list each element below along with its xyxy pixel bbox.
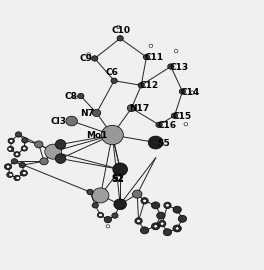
Ellipse shape bbox=[111, 78, 117, 83]
Text: N17: N17 bbox=[129, 104, 149, 113]
Ellipse shape bbox=[9, 173, 12, 176]
Text: C13: C13 bbox=[169, 63, 188, 72]
Ellipse shape bbox=[78, 93, 84, 99]
Ellipse shape bbox=[127, 105, 136, 112]
Ellipse shape bbox=[156, 122, 162, 127]
Ellipse shape bbox=[74, 96, 77, 99]
Ellipse shape bbox=[152, 223, 160, 230]
Ellipse shape bbox=[143, 55, 150, 60]
Text: Cl3: Cl3 bbox=[50, 117, 67, 126]
Ellipse shape bbox=[166, 204, 169, 207]
Ellipse shape bbox=[173, 225, 181, 232]
Ellipse shape bbox=[143, 199, 147, 202]
Text: Mo1: Mo1 bbox=[86, 131, 108, 140]
Ellipse shape bbox=[11, 159, 17, 164]
Ellipse shape bbox=[168, 64, 174, 69]
Ellipse shape bbox=[99, 213, 102, 217]
Ellipse shape bbox=[45, 144, 62, 159]
Text: C10: C10 bbox=[111, 26, 130, 35]
Ellipse shape bbox=[7, 146, 14, 152]
Ellipse shape bbox=[157, 212, 165, 219]
Ellipse shape bbox=[4, 164, 12, 170]
Ellipse shape bbox=[87, 53, 91, 56]
Ellipse shape bbox=[114, 199, 126, 210]
Ellipse shape bbox=[175, 227, 179, 230]
Ellipse shape bbox=[140, 227, 149, 234]
Text: C9: C9 bbox=[80, 55, 93, 63]
Ellipse shape bbox=[21, 146, 27, 151]
Ellipse shape bbox=[66, 116, 77, 126]
Ellipse shape bbox=[9, 139, 13, 143]
Ellipse shape bbox=[106, 225, 110, 228]
Ellipse shape bbox=[22, 138, 28, 143]
Text: S2: S2 bbox=[112, 175, 124, 184]
Ellipse shape bbox=[16, 176, 20, 180]
Ellipse shape bbox=[15, 153, 19, 156]
Ellipse shape bbox=[116, 25, 120, 29]
Ellipse shape bbox=[184, 123, 188, 126]
Ellipse shape bbox=[179, 89, 186, 94]
Text: C14: C14 bbox=[181, 87, 200, 96]
Ellipse shape bbox=[148, 136, 163, 149]
Ellipse shape bbox=[22, 147, 26, 150]
Ellipse shape bbox=[8, 147, 12, 151]
Ellipse shape bbox=[160, 222, 164, 225]
Ellipse shape bbox=[113, 163, 128, 176]
Ellipse shape bbox=[7, 172, 13, 177]
Ellipse shape bbox=[20, 170, 27, 176]
Ellipse shape bbox=[152, 202, 160, 209]
Ellipse shape bbox=[178, 215, 187, 222]
Ellipse shape bbox=[112, 213, 118, 218]
Ellipse shape bbox=[133, 190, 142, 198]
Ellipse shape bbox=[40, 158, 48, 165]
Ellipse shape bbox=[92, 109, 101, 116]
Ellipse shape bbox=[55, 154, 66, 163]
Ellipse shape bbox=[174, 50, 178, 53]
Ellipse shape bbox=[135, 218, 142, 224]
Text: C8: C8 bbox=[65, 92, 78, 101]
Text: C15: C15 bbox=[173, 112, 192, 121]
Ellipse shape bbox=[104, 216, 111, 223]
Ellipse shape bbox=[138, 83, 144, 88]
Text: S2: S2 bbox=[112, 174, 124, 183]
Ellipse shape bbox=[14, 152, 20, 157]
Ellipse shape bbox=[171, 113, 178, 118]
Ellipse shape bbox=[6, 165, 10, 168]
Ellipse shape bbox=[173, 206, 181, 213]
Ellipse shape bbox=[8, 138, 14, 144]
Ellipse shape bbox=[35, 141, 43, 148]
Ellipse shape bbox=[87, 189, 93, 195]
Ellipse shape bbox=[141, 198, 148, 204]
Ellipse shape bbox=[15, 132, 22, 137]
Text: N7: N7 bbox=[81, 109, 95, 118]
Text: C11: C11 bbox=[145, 53, 164, 62]
Ellipse shape bbox=[55, 140, 66, 149]
Ellipse shape bbox=[154, 225, 157, 228]
Ellipse shape bbox=[117, 36, 123, 41]
Ellipse shape bbox=[92, 203, 98, 208]
Ellipse shape bbox=[191, 91, 194, 94]
Ellipse shape bbox=[158, 220, 166, 227]
Ellipse shape bbox=[92, 188, 109, 203]
Ellipse shape bbox=[137, 219, 140, 222]
Text: C16: C16 bbox=[157, 121, 177, 130]
Text: S5: S5 bbox=[158, 139, 171, 148]
Ellipse shape bbox=[164, 202, 171, 209]
Ellipse shape bbox=[97, 212, 104, 218]
Ellipse shape bbox=[22, 171, 26, 175]
Ellipse shape bbox=[14, 175, 20, 181]
Ellipse shape bbox=[163, 229, 172, 236]
Ellipse shape bbox=[149, 44, 153, 48]
Ellipse shape bbox=[92, 56, 98, 61]
Ellipse shape bbox=[101, 125, 123, 145]
Ellipse shape bbox=[19, 162, 25, 168]
Text: C6: C6 bbox=[105, 68, 118, 77]
Text: C12: C12 bbox=[139, 81, 159, 90]
